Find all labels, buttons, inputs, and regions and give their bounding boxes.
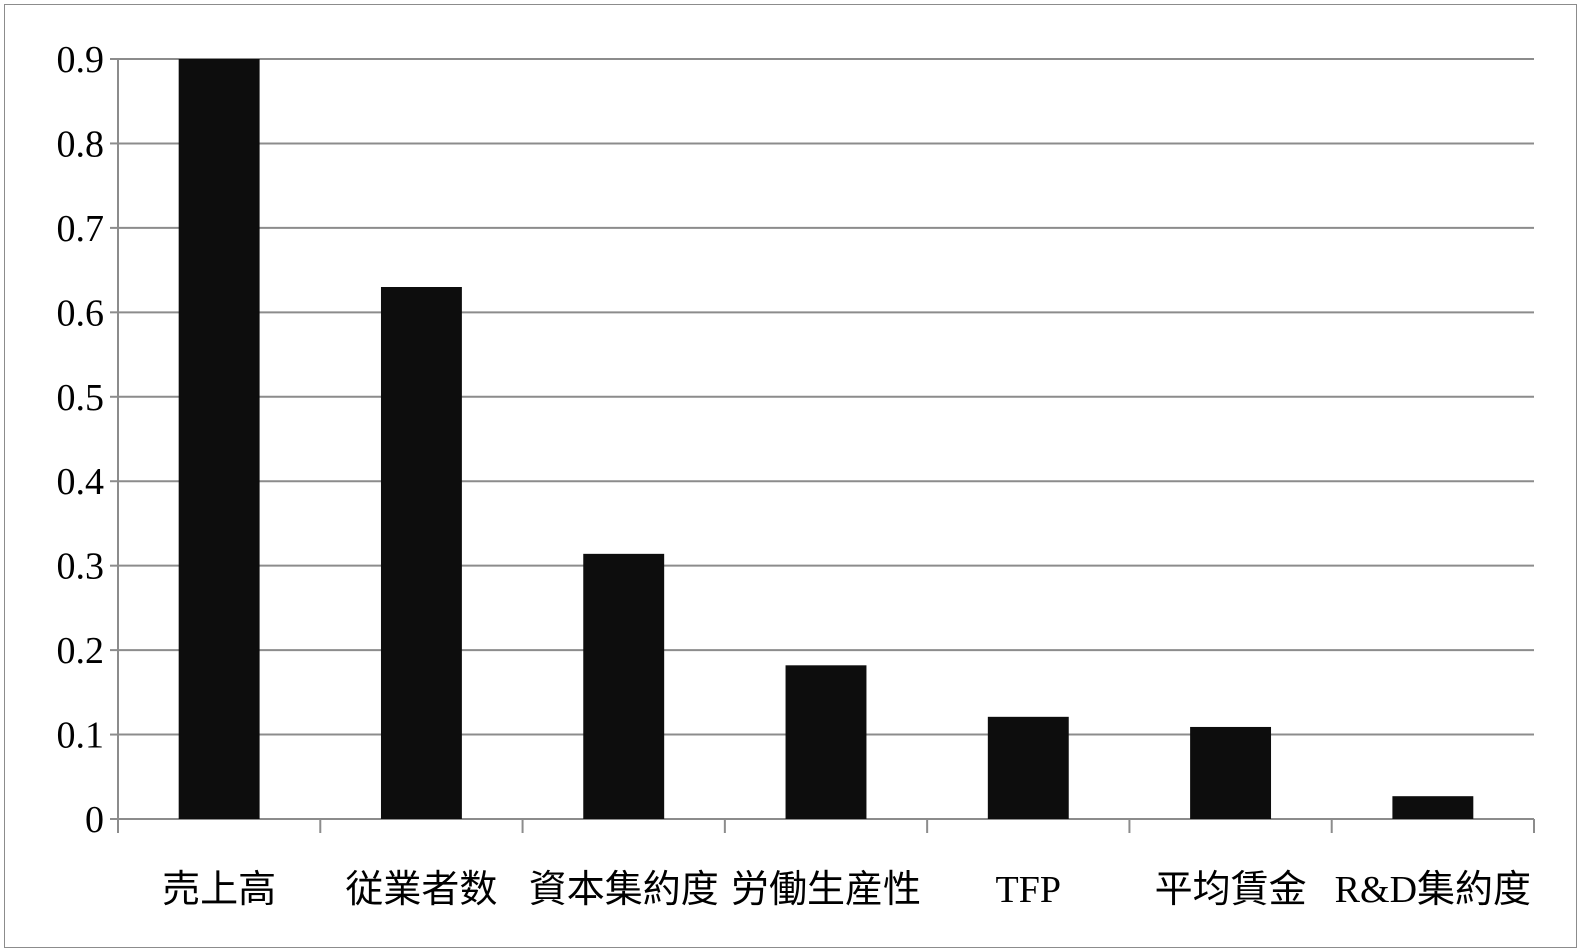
x-category-label: 労働生産性 <box>731 869 921 911</box>
bar <box>785 665 867 819</box>
y-tick-label: 0.3 <box>57 546 105 588</box>
y-tick-label: 0 <box>85 799 104 841</box>
bar <box>178 59 260 819</box>
bar <box>1392 796 1474 819</box>
gridlines <box>118 58 1534 736</box>
bar <box>583 553 665 819</box>
y-tick-label: 0.5 <box>57 377 105 419</box>
y-tick-label: 0.2 <box>57 630 105 672</box>
y-tick-labels: 0 0.1 0.2 0.3 0.4 0.5 0.6 0.7 0.8 0.9 <box>57 39 105 841</box>
y-tick-label: 0.8 <box>57 123 105 165</box>
y-tick-label: 0.7 <box>57 208 105 250</box>
bar <box>987 716 1069 819</box>
bar <box>380 287 462 819</box>
x-category-label: 従業者数 <box>345 869 497 911</box>
y-tick-label: 0.4 <box>57 461 105 503</box>
x-category-label: R&D集約度 <box>1335 869 1531 911</box>
x-category-label: 平均賃金 <box>1155 869 1307 911</box>
x-category-label: TFP <box>996 869 1061 911</box>
y-tick-label: 0.6 <box>57 292 105 334</box>
x-category-label: 売上高 <box>162 869 276 911</box>
x-category-label: 資本集約度 <box>529 869 719 911</box>
bars <box>178 59 1474 819</box>
y-tick-label: 0.1 <box>57 715 105 757</box>
x-category-labels: 売上高 従業者数 資本集約度 労働生産性 TFP 平均賃金 R&D集約度 <box>162 869 1531 911</box>
y-tick-label: 0.9 <box>57 39 105 81</box>
bar <box>1190 726 1272 819</box>
